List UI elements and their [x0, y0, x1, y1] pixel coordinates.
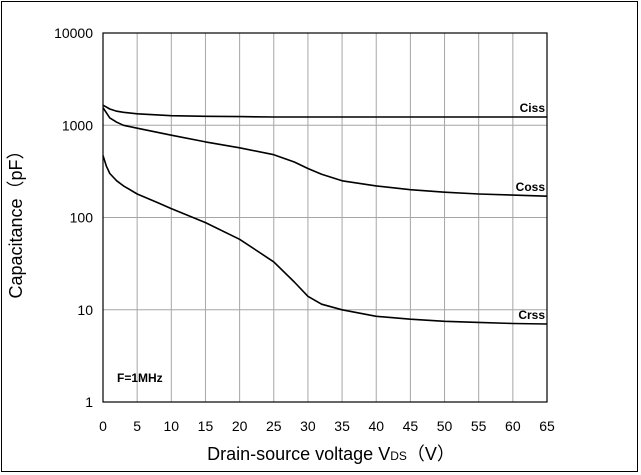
series-label-ciss: Ciss	[520, 101, 546, 115]
y-tick-label: 1000	[62, 117, 93, 133]
x-tick-label: 60	[505, 418, 521, 434]
x-tick-label: 5	[133, 418, 141, 434]
x-tick-label: 35	[334, 418, 350, 434]
y-tick-label: 10000	[54, 25, 93, 41]
tick-labels: 0 5 10 15 20 25 30 35 40 45 50 55 60 65 1 10 100 1000 1000…	[54, 25, 555, 434]
x-tick-label: 55	[471, 418, 487, 434]
x-tick-label: 30	[300, 418, 316, 434]
series-label-crss: Crss	[518, 308, 545, 322]
x-axis-title: Drain-source voltage VDS（V）	[207, 444, 455, 464]
x-tick-label: 20	[232, 418, 248, 434]
x-tick-label: 10	[164, 418, 180, 434]
x-axis-title-main: Drain-source voltage V	[207, 444, 390, 464]
plot-border	[102, 32, 548, 403]
x-tick-label: 25	[266, 418, 282, 434]
y-tick-label: 1	[85, 394, 93, 410]
y-tick-label: 100	[70, 210, 94, 226]
x-tick-label: 40	[368, 418, 384, 434]
y-axis-title: Capacitance（pF）	[6, 141, 26, 298]
x-axis-title-unit: （V）	[407, 444, 455, 464]
series-line-ciss	[102, 104, 547, 118]
series-line-coss	[102, 107, 548, 197]
x-tick-label: 15	[198, 418, 214, 434]
series-line-crss	[102, 155, 548, 325]
grid	[103, 33, 547, 402]
series-labels: Ciss Coss Crss	[516, 101, 546, 322]
series-lines	[102, 104, 548, 325]
x-tick-label: 50	[437, 418, 453, 434]
y-tick-label: 10	[77, 302, 93, 318]
series-label-coss: Coss	[516, 180, 546, 194]
annotation-frequency: F=1MHz	[117, 371, 163, 385]
x-tick-label: 45	[403, 418, 419, 434]
x-tick-label: 0	[99, 418, 107, 434]
x-axis-title-subscript: DS	[390, 449, 407, 463]
x-tick-label: 65	[539, 418, 555, 434]
